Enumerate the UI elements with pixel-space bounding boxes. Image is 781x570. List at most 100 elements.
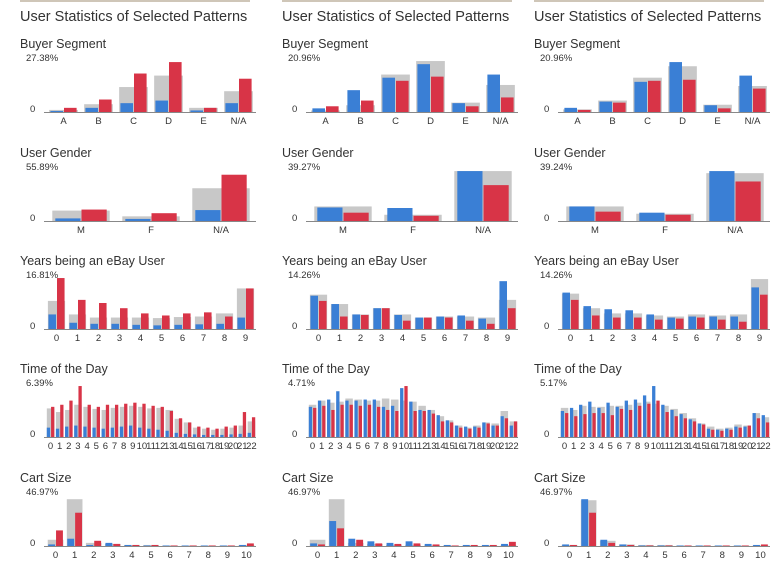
bar-blue [239, 544, 246, 546]
bar-red [337, 528, 345, 546]
bar-blue [119, 426, 124, 437]
tick-label: A [574, 116, 581, 127]
bar-red [578, 109, 591, 112]
tick-label: 8 [468, 550, 473, 561]
tick-label: 10 [755, 550, 766, 561]
bar-overall [308, 404, 317, 437]
tick-label: B [95, 116, 101, 127]
tick-label: M [77, 225, 85, 236]
bar-blue [427, 409, 431, 437]
tick-label: 2 [358, 333, 363, 344]
tick-label: 1 [571, 441, 576, 452]
bar-blue [90, 323, 98, 329]
bar-blue [219, 545, 227, 546]
bar-red [322, 405, 326, 437]
bar-red [227, 545, 235, 546]
tick-label: 22 [508, 441, 519, 452]
bar-blue [48, 314, 56, 329]
bar-blue [417, 64, 430, 112]
max-value-label: 14.26% [540, 270, 573, 281]
tick-label: 5 [159, 333, 164, 344]
bar-red [574, 416, 578, 437]
bar-red [504, 418, 509, 437]
bar-overall [636, 213, 694, 221]
tick-label: 9 [505, 333, 510, 344]
tick-label: 0 [48, 441, 53, 452]
bar-blue [481, 544, 489, 546]
tick-label: 2 [353, 550, 358, 561]
bar-overall [110, 407, 119, 437]
bar-red [151, 405, 155, 437]
bar-blue [436, 415, 440, 437]
bar-blue [181, 545, 189, 546]
bar-blue [405, 541, 413, 546]
max-value-label: 46.97% [288, 487, 321, 498]
tick-label: 8 [736, 333, 741, 344]
tick-label: 4 [598, 441, 603, 452]
bar-overall [624, 404, 633, 437]
bar-red [451, 545, 459, 546]
tick-label: 6 [103, 441, 108, 452]
bar-blue [669, 62, 682, 112]
bar-overall [52, 210, 110, 221]
tick-label: 10 [651, 441, 662, 452]
bar-blue [85, 107, 98, 112]
bar-red [189, 545, 197, 546]
tick-label: 12 [155, 441, 166, 452]
bar-overall [156, 407, 164, 437]
bar-overall [85, 542, 102, 546]
bar-overall [569, 409, 578, 437]
tick-label: 1 [75, 333, 80, 344]
bar-red [413, 215, 439, 221]
bar-blue [639, 212, 665, 221]
tick-label: 4 [84, 441, 89, 452]
tick-label: 1 [334, 550, 339, 561]
bar-overall [238, 544, 255, 546]
tick-label: 19 [481, 441, 492, 452]
tick-label: 0 [562, 441, 567, 452]
panel-divider [534, 0, 764, 2]
bar-blue [457, 315, 465, 329]
bar-blue [487, 74, 500, 112]
tick-label: 5 [148, 550, 153, 561]
bar-overall [366, 543, 383, 546]
bar-red [508, 541, 516, 546]
bar-overall [409, 401, 417, 437]
tick-label: 4 [643, 550, 648, 561]
bar-blue [348, 538, 356, 546]
bar-overall [561, 544, 578, 546]
bar-red [132, 544, 140, 546]
bar-blue [143, 545, 151, 546]
bar-overall [436, 416, 445, 437]
bar-blue [409, 401, 413, 437]
bar-red [99, 303, 107, 329]
bar-blue [174, 324, 182, 329]
bar-blue [583, 306, 591, 329]
bar-red [495, 425, 499, 437]
panel-title: User Statistics of Selected Patterns [282, 9, 510, 25]
zero-label: 0 [292, 104, 297, 115]
max-value-label: 6.39% [26, 378, 53, 389]
bar-red [224, 426, 228, 437]
bar-blue [308, 406, 313, 437]
tick-label: 9 [487, 550, 492, 561]
zero-label: 0 [292, 429, 297, 440]
bar-blue [111, 323, 119, 329]
tick-label: 9 [739, 550, 744, 561]
bar-red [246, 288, 254, 329]
bar-red [683, 418, 688, 437]
bar-blue [174, 432, 178, 437]
bar-overall [183, 422, 192, 437]
tick-label: 10 [241, 550, 252, 561]
tick-label: 5 [673, 333, 678, 344]
bar-overall [192, 427, 201, 437]
years-chart: Years being an eBay User 14.26% 0 0 1 2 3 4 5 6 7 8… [282, 254, 518, 344]
bar-overall [405, 544, 421, 546]
bar-blue [50, 110, 63, 112]
tick-label: 4 [391, 550, 396, 561]
tick-label: 17 [714, 441, 725, 452]
cart-chart: Cart Size 46.97% 0 0 1 2 3 4 5 6 7 8 9 10 [282, 471, 518, 561]
panel-3: User Statistics of Selected Patterns Buy… [534, 0, 774, 569]
tick-label: 22 [760, 441, 771, 452]
